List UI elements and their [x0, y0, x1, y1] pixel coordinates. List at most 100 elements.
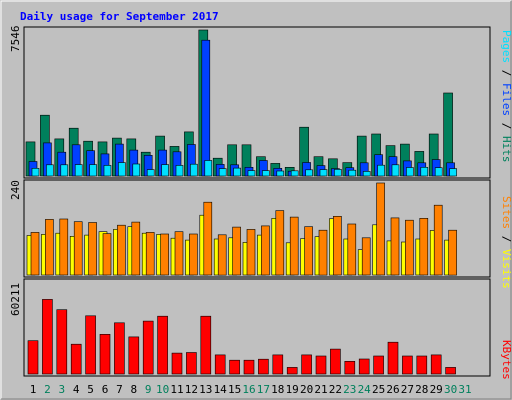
x-label-day-25: 25	[372, 383, 385, 396]
bar-sites-30	[448, 229, 457, 276]
legend-sites: Sites	[500, 196, 512, 229]
legend-hits-files-pages: Pages / Files / Hits	[500, 30, 512, 163]
x-label-day-10: 10	[156, 383, 169, 396]
svg-text:Pages / Files / Hits: Pages / Files / Hits	[500, 30, 512, 163]
bar-sites-11	[174, 231, 184, 276]
bar-kbytes-27	[402, 355, 413, 375]
bar-sites-10	[160, 233, 169, 276]
bar-kbytes-6	[99, 333, 111, 375]
bar-sites-8	[131, 221, 141, 276]
bar-sites-13	[203, 201, 213, 276]
legend-visits: Visits	[500, 249, 512, 289]
bar-kbytes-25	[373, 355, 384, 375]
x-label-day-23: 23	[343, 383, 356, 396]
bar-kbytes-9	[142, 320, 154, 375]
svg-text:KBytes: KBytes	[500, 340, 512, 380]
x-label-day-30: 30	[444, 383, 457, 396]
bar-kbytes-17	[258, 358, 269, 375]
bar-pages-19	[290, 170, 299, 177]
bar-sites-24	[361, 237, 371, 276]
x-label-day-5: 5	[87, 383, 94, 396]
bar-pages-20	[305, 169, 313, 177]
bar-sites-29	[433, 204, 443, 276]
x-label-day-26: 26	[386, 383, 399, 396]
bar-sites-25	[376, 182, 385, 276]
bar-kbytes-28	[416, 355, 428, 375]
x-label-day-13: 13	[199, 383, 212, 396]
bar-pages-26	[391, 164, 400, 177]
bar-pages-23	[348, 169, 357, 177]
bar-sites-26	[390, 217, 400, 276]
bar-sites-12	[189, 233, 198, 276]
bar-pages-18	[276, 170, 285, 177]
x-axis-labels: 1 2 3 4 5 6 7 8 9 10 11 12 13 14 15 16 17 18 19 20 21 22 23 24 2…	[30, 383, 472, 396]
bar-pages-5	[89, 164, 97, 177]
x-label-day-12: 12	[185, 383, 198, 396]
bar-sites-5	[88, 222, 97, 276]
bar-pages-16	[247, 170, 256, 177]
x-label-day-3: 3	[58, 383, 65, 396]
bar-pages-24	[362, 171, 371, 177]
bars-layer	[25, 29, 457, 375]
x-label-day-28: 28	[415, 383, 428, 396]
bar-kbytes-5	[85, 315, 96, 375]
bar-pages-9	[146, 169, 155, 177]
kbytes-ymax-label: 60211	[9, 283, 22, 316]
legend-kbytes-label: KBytes	[500, 340, 512, 380]
legend-visits-sites: Sites / Visits	[500, 196, 512, 289]
bar-sites-16	[246, 229, 256, 276]
bar-kbytes-1	[27, 340, 39, 375]
legend-kbytes: KBytes	[500, 340, 512, 380]
bar-kbytes-13	[200, 315, 212, 375]
x-label-day-15: 15	[228, 383, 241, 396]
bar-sites-1	[30, 232, 40, 276]
legend-files: Files	[500, 83, 512, 116]
bar-pages-27	[406, 167, 414, 177]
hits-ymax-label: 7546	[9, 26, 22, 53]
bar-sites-19	[289, 216, 299, 276]
x-label-day-21: 21	[314, 383, 327, 396]
x-label-day-8: 8	[130, 383, 137, 396]
bar-sites-17	[261, 225, 270, 276]
bar-sites-23	[347, 223, 357, 276]
bar-sites-22	[333, 216, 342, 276]
x-label-day-6: 6	[102, 383, 109, 396]
x-label-day-22: 22	[329, 383, 342, 396]
x-label-day-29: 29	[430, 383, 443, 396]
bar-pages-14	[218, 168, 227, 177]
bar-kbytes-8	[128, 336, 140, 375]
bar-pages-22	[334, 169, 342, 177]
x-label-day-16: 16	[242, 383, 255, 396]
bar-pages-28	[420, 167, 429, 177]
bar-sites-27	[405, 219, 414, 276]
bar-sites-3	[59, 218, 69, 276]
x-label-day-19: 19	[286, 383, 299, 396]
bar-kbytes-22	[330, 348, 341, 375]
legend-pages: Pages	[500, 30, 512, 63]
x-label-day-18: 18	[271, 383, 284, 396]
bar-pages-13	[204, 160, 213, 177]
bar-pages-7	[118, 162, 126, 177]
bar-pages-12	[190, 163, 198, 177]
bar-pages-3	[60, 164, 69, 177]
bar-kbytes-29	[430, 354, 442, 375]
bar-kbytes-3	[56, 309, 68, 375]
bar-pages-25	[377, 164, 385, 177]
bar-kbytes-14	[214, 354, 226, 375]
bar-kbytes-18	[272, 354, 284, 375]
x-label-day-24: 24	[358, 383, 372, 396]
bar-kbytes-16	[243, 359, 255, 375]
bar-pages-4	[74, 164, 83, 177]
bar-sites-21	[318, 229, 328, 276]
bar-pages-21	[319, 169, 328, 177]
bar-pages-6	[103, 165, 112, 177]
bar-kbytes-26	[387, 341, 399, 375]
bar-kbytes-2	[42, 299, 53, 375]
bar-pages-15	[233, 167, 241, 177]
bar-kbytes-23	[344, 360, 356, 375]
x-label-day-11: 11	[170, 383, 183, 396]
visits-ymax-label: 240	[9, 180, 22, 200]
bar-kbytes-12	[186, 352, 197, 375]
bar-sites-28	[419, 218, 429, 276]
